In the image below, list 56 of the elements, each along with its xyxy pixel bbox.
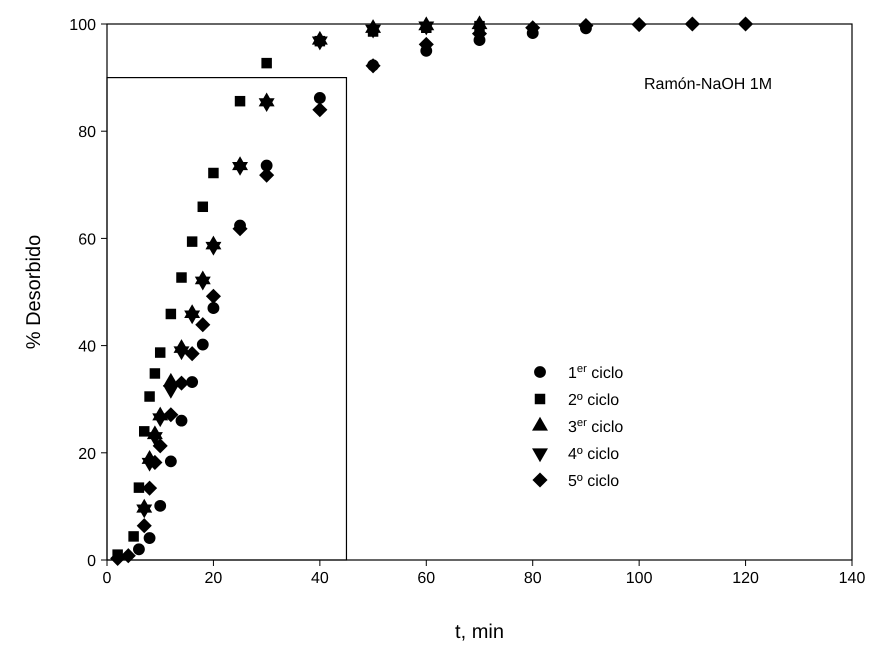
point (128, 531, 139, 542)
point (198, 202, 208, 212)
point (142, 480, 158, 496)
x-tick-label: 20 (204, 570, 222, 587)
point (134, 482, 144, 493)
y-tick-label: 80 (78, 124, 96, 142)
x-tick-label: 0 (102, 570, 112, 587)
point (163, 407, 178, 422)
point (136, 518, 152, 534)
point (208, 168, 219, 178)
legend-label: 1$^{er}$ ciclo (568, 363, 624, 382)
point (208, 302, 220, 314)
point (144, 532, 156, 544)
point (186, 236, 198, 247)
point (184, 346, 200, 362)
x-tick-label: 80 (524, 570, 542, 587)
y-tick-label: 20 (78, 446, 96, 463)
point (176, 272, 187, 283)
point (195, 317, 210, 332)
point (684, 16, 700, 32)
x-tick-label: 120 (732, 570, 760, 587)
point (166, 308, 176, 320)
legend-label: 3$^{er}$ ciclo (568, 417, 624, 436)
point (164, 455, 177, 468)
point (150, 368, 160, 379)
x-tick-label: 60 (417, 570, 436, 587)
y-tick-label: 60 (78, 231, 96, 248)
point (314, 92, 326, 104)
point (144, 391, 155, 402)
point (206, 288, 221, 304)
legend-label: 4º ciclo (568, 446, 620, 463)
y-tick-label: 0 (87, 553, 96, 570)
point (632, 16, 647, 32)
point (196, 338, 209, 350)
legend-label: 5º ciclo (568, 473, 620, 490)
point (120, 548, 136, 564)
point (152, 438, 168, 454)
point (176, 414, 188, 427)
x-tick-label: 100 (626, 570, 653, 587)
point (139, 426, 150, 437)
legend-label: 2º ciclo (568, 392, 620, 409)
y-tick-label: 40 (78, 338, 96, 356)
point (154, 347, 166, 358)
point (154, 500, 166, 512)
point (234, 96, 246, 106)
y-axis-title: % Desorbido (23, 234, 45, 350)
x-tick-label: 40 (310, 570, 329, 587)
x-tick-label: 140 (838, 570, 866, 587)
x-axis-title: t, min (455, 621, 504, 643)
point (133, 543, 145, 556)
point (186, 376, 198, 388)
annotation: Ramón-NaOH 1M (644, 76, 772, 93)
point (261, 58, 272, 68)
y-tick-label: 100 (69, 17, 96, 34)
point (738, 16, 754, 32)
point (312, 102, 328, 118)
